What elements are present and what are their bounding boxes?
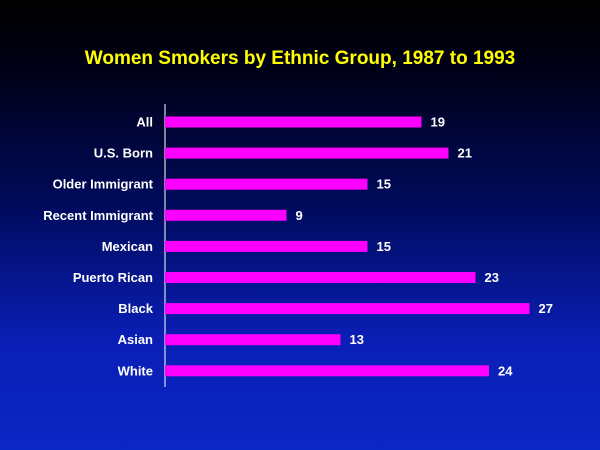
value-label-u-s-born: 21	[458, 146, 472, 161]
category-label-mexican: Mexican	[102, 239, 153, 254]
value-labels-group: 19 21 15 9 15 23 27 13 24	[296, 115, 553, 379]
category-labels-group: All U.S. Born Older Immigrant Recent Immigr…	[43, 115, 154, 379]
category-label-asian: Asian	[118, 332, 153, 347]
bar-mexican	[165, 240, 368, 252]
bar-white	[165, 365, 489, 377]
value-label-puerto-rican: 23	[485, 270, 499, 285]
bar-all	[165, 116, 422, 128]
bar-black	[165, 303, 530, 315]
bar-u-s-born	[165, 147, 449, 159]
bar-asian	[165, 334, 341, 346]
category-label-recent-immigrant: Recent Immigrant	[43, 208, 153, 223]
bar-recent-immigrant	[165, 209, 287, 221]
value-label-asian: 13	[350, 332, 364, 347]
category-label-all: All	[136, 115, 153, 130]
value-label-recent-immigrant: 9	[296, 208, 303, 223]
value-label-black: 27	[539, 301, 553, 316]
value-label-older-immigrant: 15	[377, 177, 391, 192]
bars-group	[165, 116, 530, 377]
bar-puerto-rican	[165, 272, 476, 283]
category-label-white: White	[118, 363, 153, 378]
category-label-puerto-rican: Puerto Rican	[73, 270, 153, 285]
chart-title: Women Smokers by Ethnic Group, 1987 to 1…	[85, 48, 515, 69]
value-label-mexican: 15	[377, 239, 391, 254]
category-label-black: Black	[118, 301, 153, 316]
category-label-older-immigrant: Older Immigrant	[53, 177, 154, 192]
category-label-u-s-born: U.S. Born	[94, 146, 153, 161]
bar-older-immigrant	[165, 178, 368, 190]
value-label-all: 19	[431, 115, 445, 130]
value-label-white: 24	[498, 363, 513, 378]
